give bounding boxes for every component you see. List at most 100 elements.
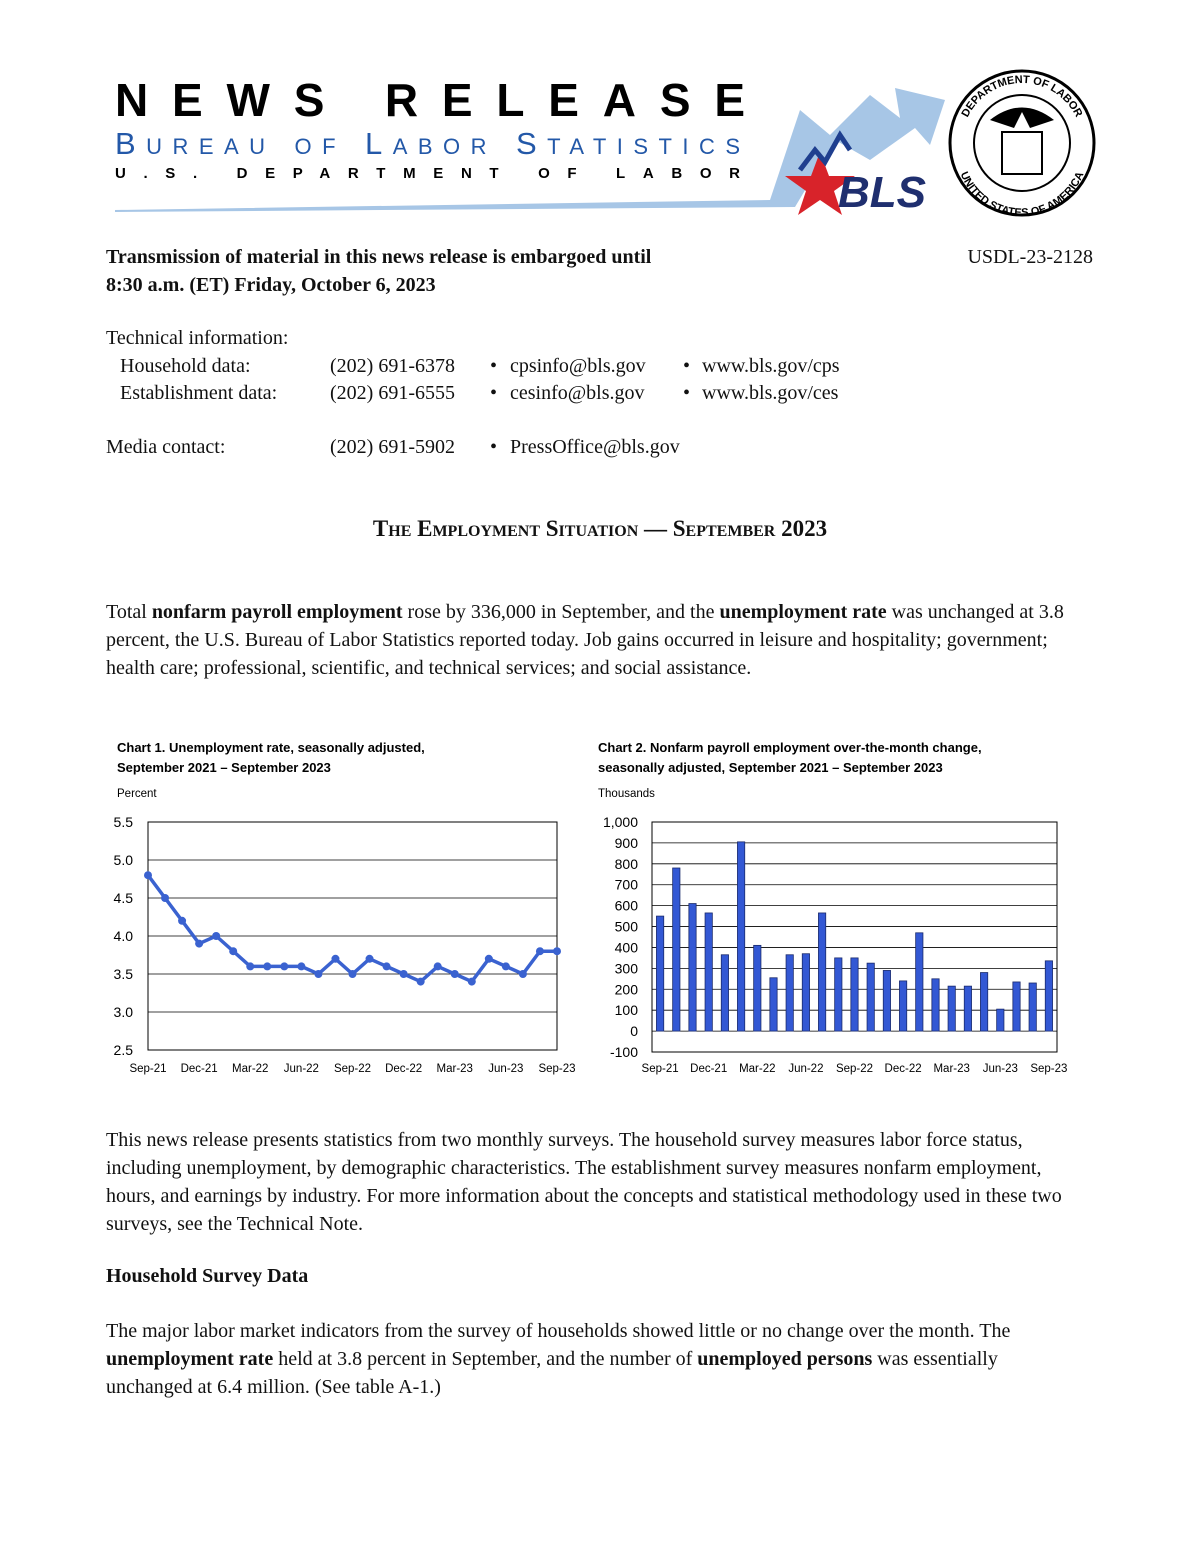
bar xyxy=(963,985,972,1032)
chart-title: Chart 2. Nonfarm payroll employment over… xyxy=(598,740,982,755)
x-tick-label: Mar-23 xyxy=(437,1063,473,1075)
shield xyxy=(1001,131,1043,175)
bar xyxy=(672,867,681,1032)
y-tick-label: 3.0 xyxy=(114,1004,134,1020)
bold-text: unemployment rate xyxy=(106,1348,274,1370)
contact-value: PressOffice@bls.gov xyxy=(510,436,680,458)
marker xyxy=(433,962,442,971)
agency: Bureau of Labor Statistics xyxy=(115,126,740,161)
contact-value: (202) 691-5902 xyxy=(330,436,455,458)
bar xyxy=(720,954,729,1032)
contact-value: cesinfo@bls.gov xyxy=(510,382,645,404)
y-tick-label: 3.5 xyxy=(114,966,134,982)
contact-value: (202) 691-6555 xyxy=(330,382,455,404)
eagle xyxy=(990,107,1054,128)
y-tick-label: 0 xyxy=(630,1023,638,1039)
contact-value: www.bls.gov/cps xyxy=(702,355,840,377)
bar xyxy=(866,962,875,1032)
marker xyxy=(229,947,238,956)
y-tick-label: 700 xyxy=(615,877,639,893)
y-tick-label: 100 xyxy=(615,1002,639,1018)
bar xyxy=(899,980,908,1032)
text: Total xyxy=(106,601,152,623)
seal xyxy=(948,69,1096,217)
bar xyxy=(785,954,794,1032)
marker xyxy=(178,916,187,925)
bold-text: nonfarm payroll employment xyxy=(151,601,403,623)
marker xyxy=(382,962,391,971)
marker xyxy=(450,970,459,978)
release-title: The Employment Situation — September 202… xyxy=(372,516,828,541)
marker xyxy=(161,894,170,902)
x-tick-label: Dec-21 xyxy=(690,1063,727,1075)
text: The major labor market indicators from t… xyxy=(106,1320,1011,1342)
bar xyxy=(1012,981,1021,1032)
chart-title: Chart 1. Unemployment rate, seasonally a… xyxy=(117,740,425,755)
marker xyxy=(195,939,204,948)
bar xyxy=(996,1008,1005,1032)
y-tick-label: 600 xyxy=(615,898,639,914)
bar xyxy=(882,970,891,1032)
logo-line xyxy=(798,130,853,172)
x-tick-label: Mar-23 xyxy=(933,1063,969,1075)
x-tick-label: Jun-23 xyxy=(488,1063,523,1075)
paragraph: Total nonfarm payroll employment rose by… xyxy=(106,598,1081,682)
chart-subtitle: September 2021 – September 2023 xyxy=(117,760,331,775)
marker xyxy=(263,962,272,971)
x-tick-label: Jun-22 xyxy=(284,1063,319,1075)
x-tick-label: Dec-22 xyxy=(885,1063,922,1075)
x-tick-label: Sep-22 xyxy=(836,1063,873,1075)
y-tick-label: 900 xyxy=(615,835,639,851)
bar xyxy=(1044,960,1053,1032)
separator: • xyxy=(683,382,691,404)
marker xyxy=(399,970,408,978)
marker xyxy=(280,962,289,971)
y-tick-label: 5.5 xyxy=(114,814,134,830)
bar xyxy=(818,912,827,1032)
x-tick-label: Sep-21 xyxy=(129,1063,166,1075)
seal-inner xyxy=(973,94,1071,192)
y-tick-label: 1,000 xyxy=(603,814,638,830)
y-tick-label: 200 xyxy=(615,981,639,997)
y-tick-label: 4.0 xyxy=(114,928,134,944)
y-tick-label: 2.5 xyxy=(114,1042,134,1058)
text: rose by 336,000 in September, and the xyxy=(402,601,720,623)
bold-text: unemployment rate xyxy=(719,601,887,623)
bar xyxy=(834,957,843,1032)
paragraph: This news release presents statistics fr… xyxy=(106,1129,1062,1235)
marker xyxy=(467,977,476,986)
marker xyxy=(416,977,425,986)
bar xyxy=(688,903,697,1032)
marker xyxy=(314,970,323,978)
y-tick-label: 5.0 xyxy=(114,852,134,868)
bold-text: unemployed persons xyxy=(697,1348,873,1370)
contact-label: Media contact: xyxy=(106,436,226,458)
separator: • xyxy=(683,355,691,377)
bar xyxy=(769,977,778,1032)
text: held at 3.8 percent in September, and th… xyxy=(273,1348,698,1370)
plot-frame xyxy=(147,821,558,1051)
bls-logo: BLS xyxy=(838,168,926,217)
contact-value: (202) 691-6378 xyxy=(330,355,455,377)
y-tick-label: -100 xyxy=(610,1044,638,1060)
section-heading: Household Survey Data xyxy=(106,1265,309,1287)
marker xyxy=(144,871,152,880)
x-tick-label: Dec-22 xyxy=(385,1063,422,1075)
axis-label: Thousands xyxy=(598,788,655,800)
plot-frame xyxy=(651,821,1058,1053)
x-tick-label: Mar-22 xyxy=(232,1063,268,1075)
y-tick-label: 4.5 xyxy=(114,890,134,906)
marker xyxy=(246,962,255,971)
department: U.S. DEPARTMENT OF LABOR xyxy=(115,165,740,182)
contact-label: Establishment data: xyxy=(120,382,278,404)
marker xyxy=(365,954,374,963)
marker xyxy=(331,954,340,963)
y-tick-label: 300 xyxy=(615,960,639,976)
bar xyxy=(1028,982,1037,1032)
bar xyxy=(801,953,810,1032)
separator: • xyxy=(490,436,498,458)
contact-value: cpsinfo@bls.gov xyxy=(510,355,646,377)
release-number: USDL-23-2128 xyxy=(967,246,1093,268)
